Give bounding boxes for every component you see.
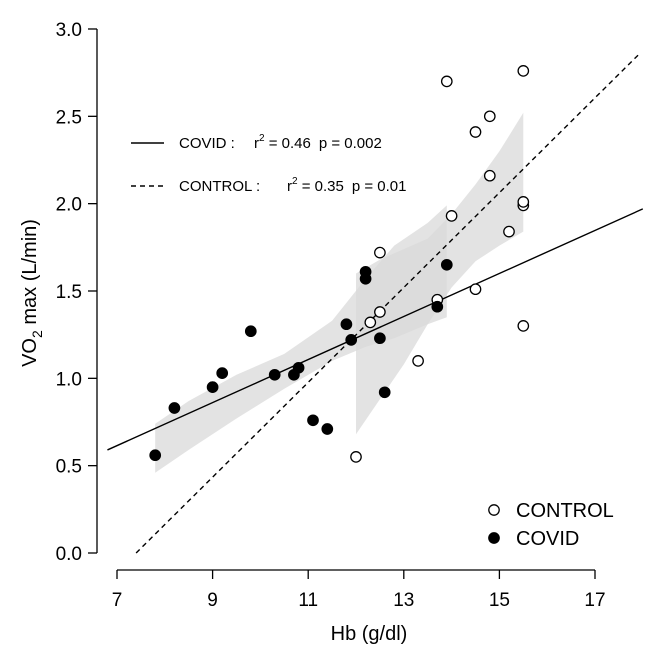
control-point	[517, 196, 530, 208]
covid-point	[206, 381, 219, 393]
y-tick-label: 2.0	[56, 195, 82, 216]
data-points	[149, 65, 530, 463]
y-tick-label: 0.5	[56, 457, 82, 478]
covid-point	[431, 300, 444, 313]
covid-point	[168, 402, 181, 414]
control-point	[483, 169, 496, 182]
control-point	[517, 65, 530, 77]
x-axis-title: Hb (g/dl)	[331, 623, 408, 645]
y-title-rest: max (L/min)	[19, 219, 41, 330]
annotation-stats: r2 = 0.35 p = 0.01	[287, 176, 407, 195]
covid-point	[321, 423, 334, 435]
r-squared-exponent: 2	[292, 176, 298, 187]
control-point	[374, 306, 386, 318]
y-tick-label: 1.5	[56, 282, 82, 303]
regression-lines	[107, 54, 644, 554]
control-point	[503, 225, 515, 238]
annotation-label: CONTROL :	[179, 178, 260, 195]
covid-point	[292, 361, 305, 374]
annotation-stats: r2 = 0.46 p = 0.002	[254, 133, 382, 152]
r-squared-value: = 0.35	[298, 178, 344, 195]
covid-point	[244, 325, 257, 338]
legend-marker	[488, 532, 500, 544]
legend: CONTROL COVID	[488, 500, 614, 550]
x-tick-label: 17	[584, 590, 605, 611]
y-axis-title: VO2 max (L/min)	[19, 219, 45, 367]
y-title-main: VO	[19, 338, 41, 367]
control-point	[445, 210, 458, 222]
x-tick-label: 11	[298, 590, 318, 611]
x-tick-label: 13	[393, 590, 414, 611]
control-point	[412, 355, 424, 367]
covid-point	[374, 332, 386, 345]
y-tick-label: 3.0	[56, 20, 82, 41]
annotation-label: COVID :	[179, 135, 235, 152]
ci-band-control	[356, 112, 524, 435]
covid-point	[307, 414, 319, 427]
y-title-subscript: 2	[29, 330, 45, 338]
covid-point	[216, 367, 229, 379]
control-point	[350, 451, 362, 463]
control-point	[469, 283, 482, 296]
p-value: p = 0.01	[352, 178, 407, 195]
p-value: p = 0.002	[319, 135, 382, 152]
control-point	[517, 320, 530, 332]
y-tick-label: 0.0	[56, 544, 82, 565]
covid-point	[345, 334, 358, 346]
fit-line-control	[135, 54, 639, 554]
legend-marker	[488, 504, 500, 516]
control-point	[374, 246, 386, 259]
covid-point	[440, 258, 453, 271]
x-tick-label: 9	[207, 590, 218, 611]
covid-point	[340, 318, 353, 331]
y-tick-label: 2.5	[56, 107, 82, 128]
r-squared-exponent: 2	[259, 133, 265, 144]
control-point	[364, 316, 377, 329]
fit-line-covid	[107, 208, 644, 451]
legend-label: COVID	[516, 528, 579, 550]
x-tick-label: 7	[112, 590, 123, 611]
control-point	[469, 126, 482, 138]
y-tick-label: 1.0	[56, 369, 82, 390]
covid-point	[378, 386, 391, 399]
covid-point	[149, 449, 162, 462]
control-point	[483, 110, 496, 123]
r-squared-base: r	[254, 135, 259, 152]
r-squared-base: r	[287, 178, 292, 195]
x-tick-label: 15	[489, 590, 510, 611]
legend-label: CONTROL	[516, 500, 614, 522]
covid-point	[268, 368, 281, 381]
control-point	[440, 75, 453, 88]
confidence-bands	[155, 112, 524, 473]
axes: 0.0 0.5 1.0 1.5 2.0 2.5 3.0 7 9 11 13 15 17	[56, 20, 606, 611]
r-squared-value: = 0.46	[265, 135, 311, 152]
covid-point	[359, 265, 372, 278]
